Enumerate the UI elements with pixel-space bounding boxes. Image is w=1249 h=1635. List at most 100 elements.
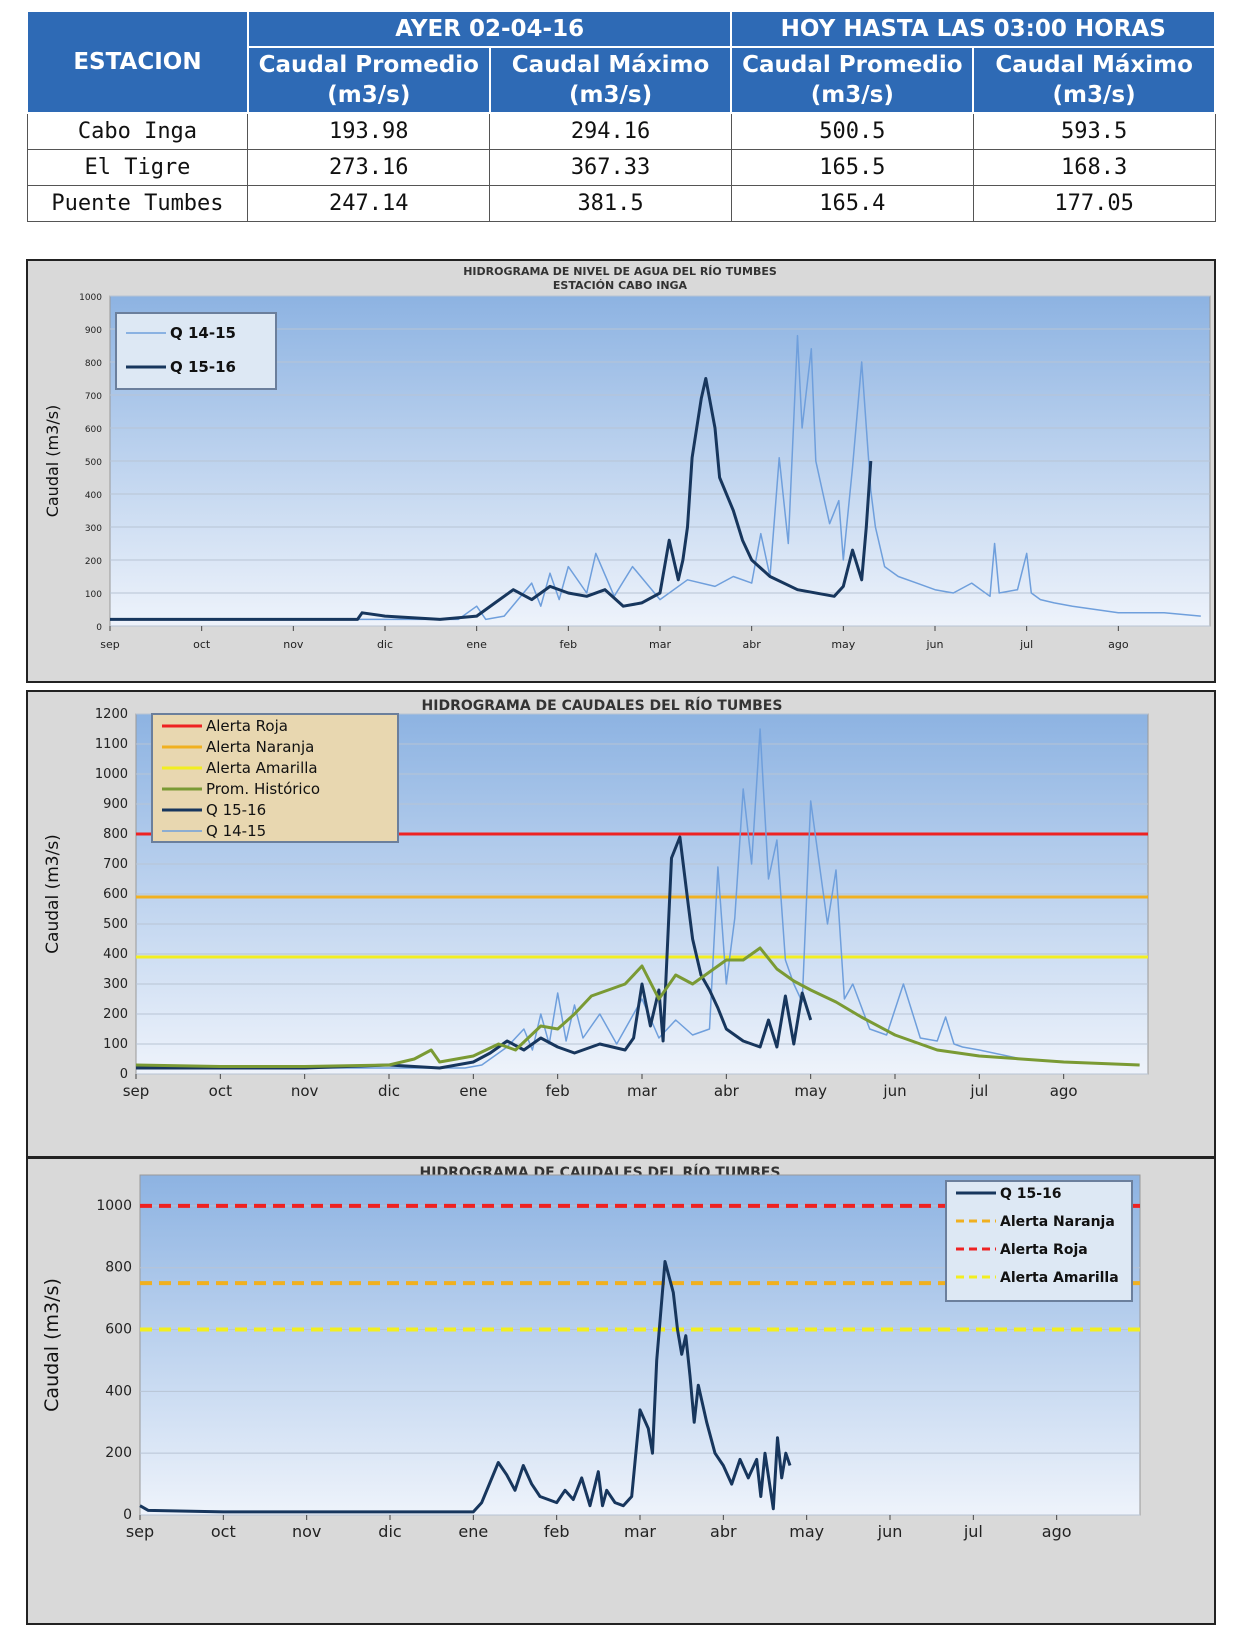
y-tick-label: 800 <box>105 1260 132 1276</box>
x-tick-label: abr <box>743 638 762 651</box>
y-tick-label: 200 <box>85 557 102 567</box>
x-tick-label: jun <box>926 638 944 651</box>
x-tick-label: dic <box>377 638 393 651</box>
yesterday-max: 294.16 <box>489 112 732 150</box>
group-yesterday-header: AYER 02-04-16 <box>246 10 733 48</box>
x-tick-label: ago <box>1050 1082 1078 1100</box>
y-axis-title: Caudal (m3/s) <box>41 1278 63 1412</box>
x-tick-label: ene <box>466 638 487 651</box>
legend-label: Alerta Roja <box>1000 1242 1088 1258</box>
y-axis-title: Caudal (m3/s) <box>43 405 62 518</box>
x-tick-label: ene <box>458 1522 488 1541</box>
x-tick-label: mar <box>627 1082 658 1100</box>
col-avg-header: Caudal Promedio (m3/s) <box>246 46 491 114</box>
legend-label: Alerta Amarilla <box>1000 1270 1119 1286</box>
x-tick-label: oct <box>193 638 211 651</box>
legend-label: Q 15-16 <box>1000 1186 1062 1202</box>
x-tick-label: feb <box>544 1522 570 1541</box>
y-tick-label: 1000 <box>95 767 128 782</box>
x-tick-label: mar <box>624 1522 656 1541</box>
x-tick-label: sep <box>126 1522 154 1541</box>
y-tick-label: 100 <box>85 590 102 600</box>
x-tick-label: dic <box>378 1082 400 1100</box>
y-tick-label: 700 <box>85 392 102 402</box>
chart-title: HIDROGRAMA DE NIVEL DE AGUA DEL RÍO TUMB… <box>463 265 777 278</box>
legend-label: Q 14-15 <box>170 324 236 342</box>
x-tick-label: mar <box>649 638 671 651</box>
series-line <box>136 728 1140 1069</box>
y-tick-label: 400 <box>85 491 102 501</box>
x-tick-label: feb <box>546 1082 570 1100</box>
yesterday-max: 367.33 <box>489 149 732 186</box>
x-tick-label: ago <box>1108 638 1129 651</box>
yesterday-max: 381.5 <box>489 185 732 222</box>
chart-puente-tumbes: HIDROGRAMA DE CAUDALES DEL RÍO TUMBESEST… <box>26 1157 1216 1625</box>
legend-box <box>151 713 399 843</box>
today-max: 168.3 <box>972 149 1216 186</box>
x-tick-label: jun <box>882 1082 906 1100</box>
y-tick-label: 0 <box>96 623 102 633</box>
legend-box <box>945 1180 1133 1302</box>
chart-el-tigre-svg: HIDROGRAMA DE CAUDALES DEL RÍO TUMBESEST… <box>43 697 1149 1100</box>
x-tick-label: nov <box>292 1522 321 1541</box>
x-tick-label: jun <box>877 1522 903 1541</box>
y-tick-label: 0 <box>123 1507 132 1523</box>
y-tick-label: 900 <box>103 797 128 812</box>
y-tick-label: 600 <box>105 1322 132 1338</box>
today-avg: 500.5 <box>730 112 974 150</box>
chart-title: HIDROGRAMA DE CAUDALES DEL RÍO TUMBES <box>422 697 783 714</box>
series-line <box>110 334 1201 621</box>
legend-label: Q 15-16 <box>170 358 236 376</box>
series-line <box>110 377 873 621</box>
series-line <box>136 835 813 1070</box>
y-tick-label: 1100 <box>95 737 128 752</box>
y-axis-title: Caudal (m3/s) <box>43 834 63 954</box>
y-tick-label: 0 <box>120 1067 128 1082</box>
legend-label: Q 15-16 <box>206 801 266 819</box>
legend-label: Alerta Naranja <box>206 738 314 756</box>
x-tick-label: oct <box>211 1522 236 1541</box>
station-name: Cabo Inga <box>26 112 249 150</box>
y-tick-label: 1200 <box>95 707 128 722</box>
yesterday-avg: 193.98 <box>247 112 491 150</box>
legend-label: Alerta Roja <box>206 717 288 735</box>
station-header: ESTACION <box>26 10 249 114</box>
x-tick-label: dic <box>378 1522 401 1541</box>
y-tick-label: 300 <box>103 977 128 992</box>
station-name: Puente Tumbes <box>26 185 249 222</box>
x-tick-label: ene <box>459 1082 487 1100</box>
table-row: El Tigre 273.16 367.33 165.5 168.3 <box>26 149 1216 186</box>
y-tick-label: 200 <box>103 1007 128 1022</box>
y-tick-label: 500 <box>85 458 102 468</box>
y-tick-label: 1000 <box>96 1198 132 1214</box>
x-tick-label: nov <box>291 1082 319 1100</box>
chart-cabo-inga-svg: HIDROGRAMA DE NIVEL DE AGUA DEL RÍO TUMB… <box>43 265 1211 651</box>
y-tick-label: 700 <box>103 857 128 872</box>
series-line <box>135 946 1140 1068</box>
col-max-header: Caudal Máximo (m3/s) <box>972 46 1216 114</box>
y-tick-label: 100 <box>103 1037 128 1052</box>
group-today-header: HOY HASTA LAS 03:00 HORAS <box>730 10 1216 48</box>
y-tick-label: 800 <box>85 359 102 369</box>
today-max: 177.05 <box>972 185 1216 222</box>
today-avg: 165.4 <box>730 185 974 222</box>
col-avg-header: Caudal Promedio (m3/s) <box>730 46 975 114</box>
chart-puente-tumbes-svg: HIDROGRAMA DE CAUDALES DEL RÍO TUMBESEST… <box>41 1164 1141 1541</box>
x-tick-label: may <box>794 1082 827 1100</box>
x-tick-label: abr <box>710 1522 737 1541</box>
x-tick-label: feb <box>560 638 578 651</box>
col-max-header: Caudal Máximo (m3/s) <box>488 46 733 114</box>
x-tick-label: sep <box>100 638 119 651</box>
legend-box <box>115 312 277 390</box>
y-tick-label: 800 <box>103 827 128 842</box>
x-tick-label: ago <box>1042 1522 1072 1541</box>
series-line <box>139 1260 792 1514</box>
x-tick-label: may <box>831 638 855 651</box>
y-tick-label: 900 <box>85 326 102 336</box>
x-tick-label: oct <box>209 1082 232 1100</box>
x-tick-label: sep <box>123 1082 150 1100</box>
legend-label: Q 14-15 <box>206 822 266 840</box>
legend-label: Prom. Histórico <box>206 780 320 798</box>
yesterday-avg: 273.16 <box>247 149 491 186</box>
chart-subtitle: ESTACIÓN CABO INGA <box>553 279 688 292</box>
